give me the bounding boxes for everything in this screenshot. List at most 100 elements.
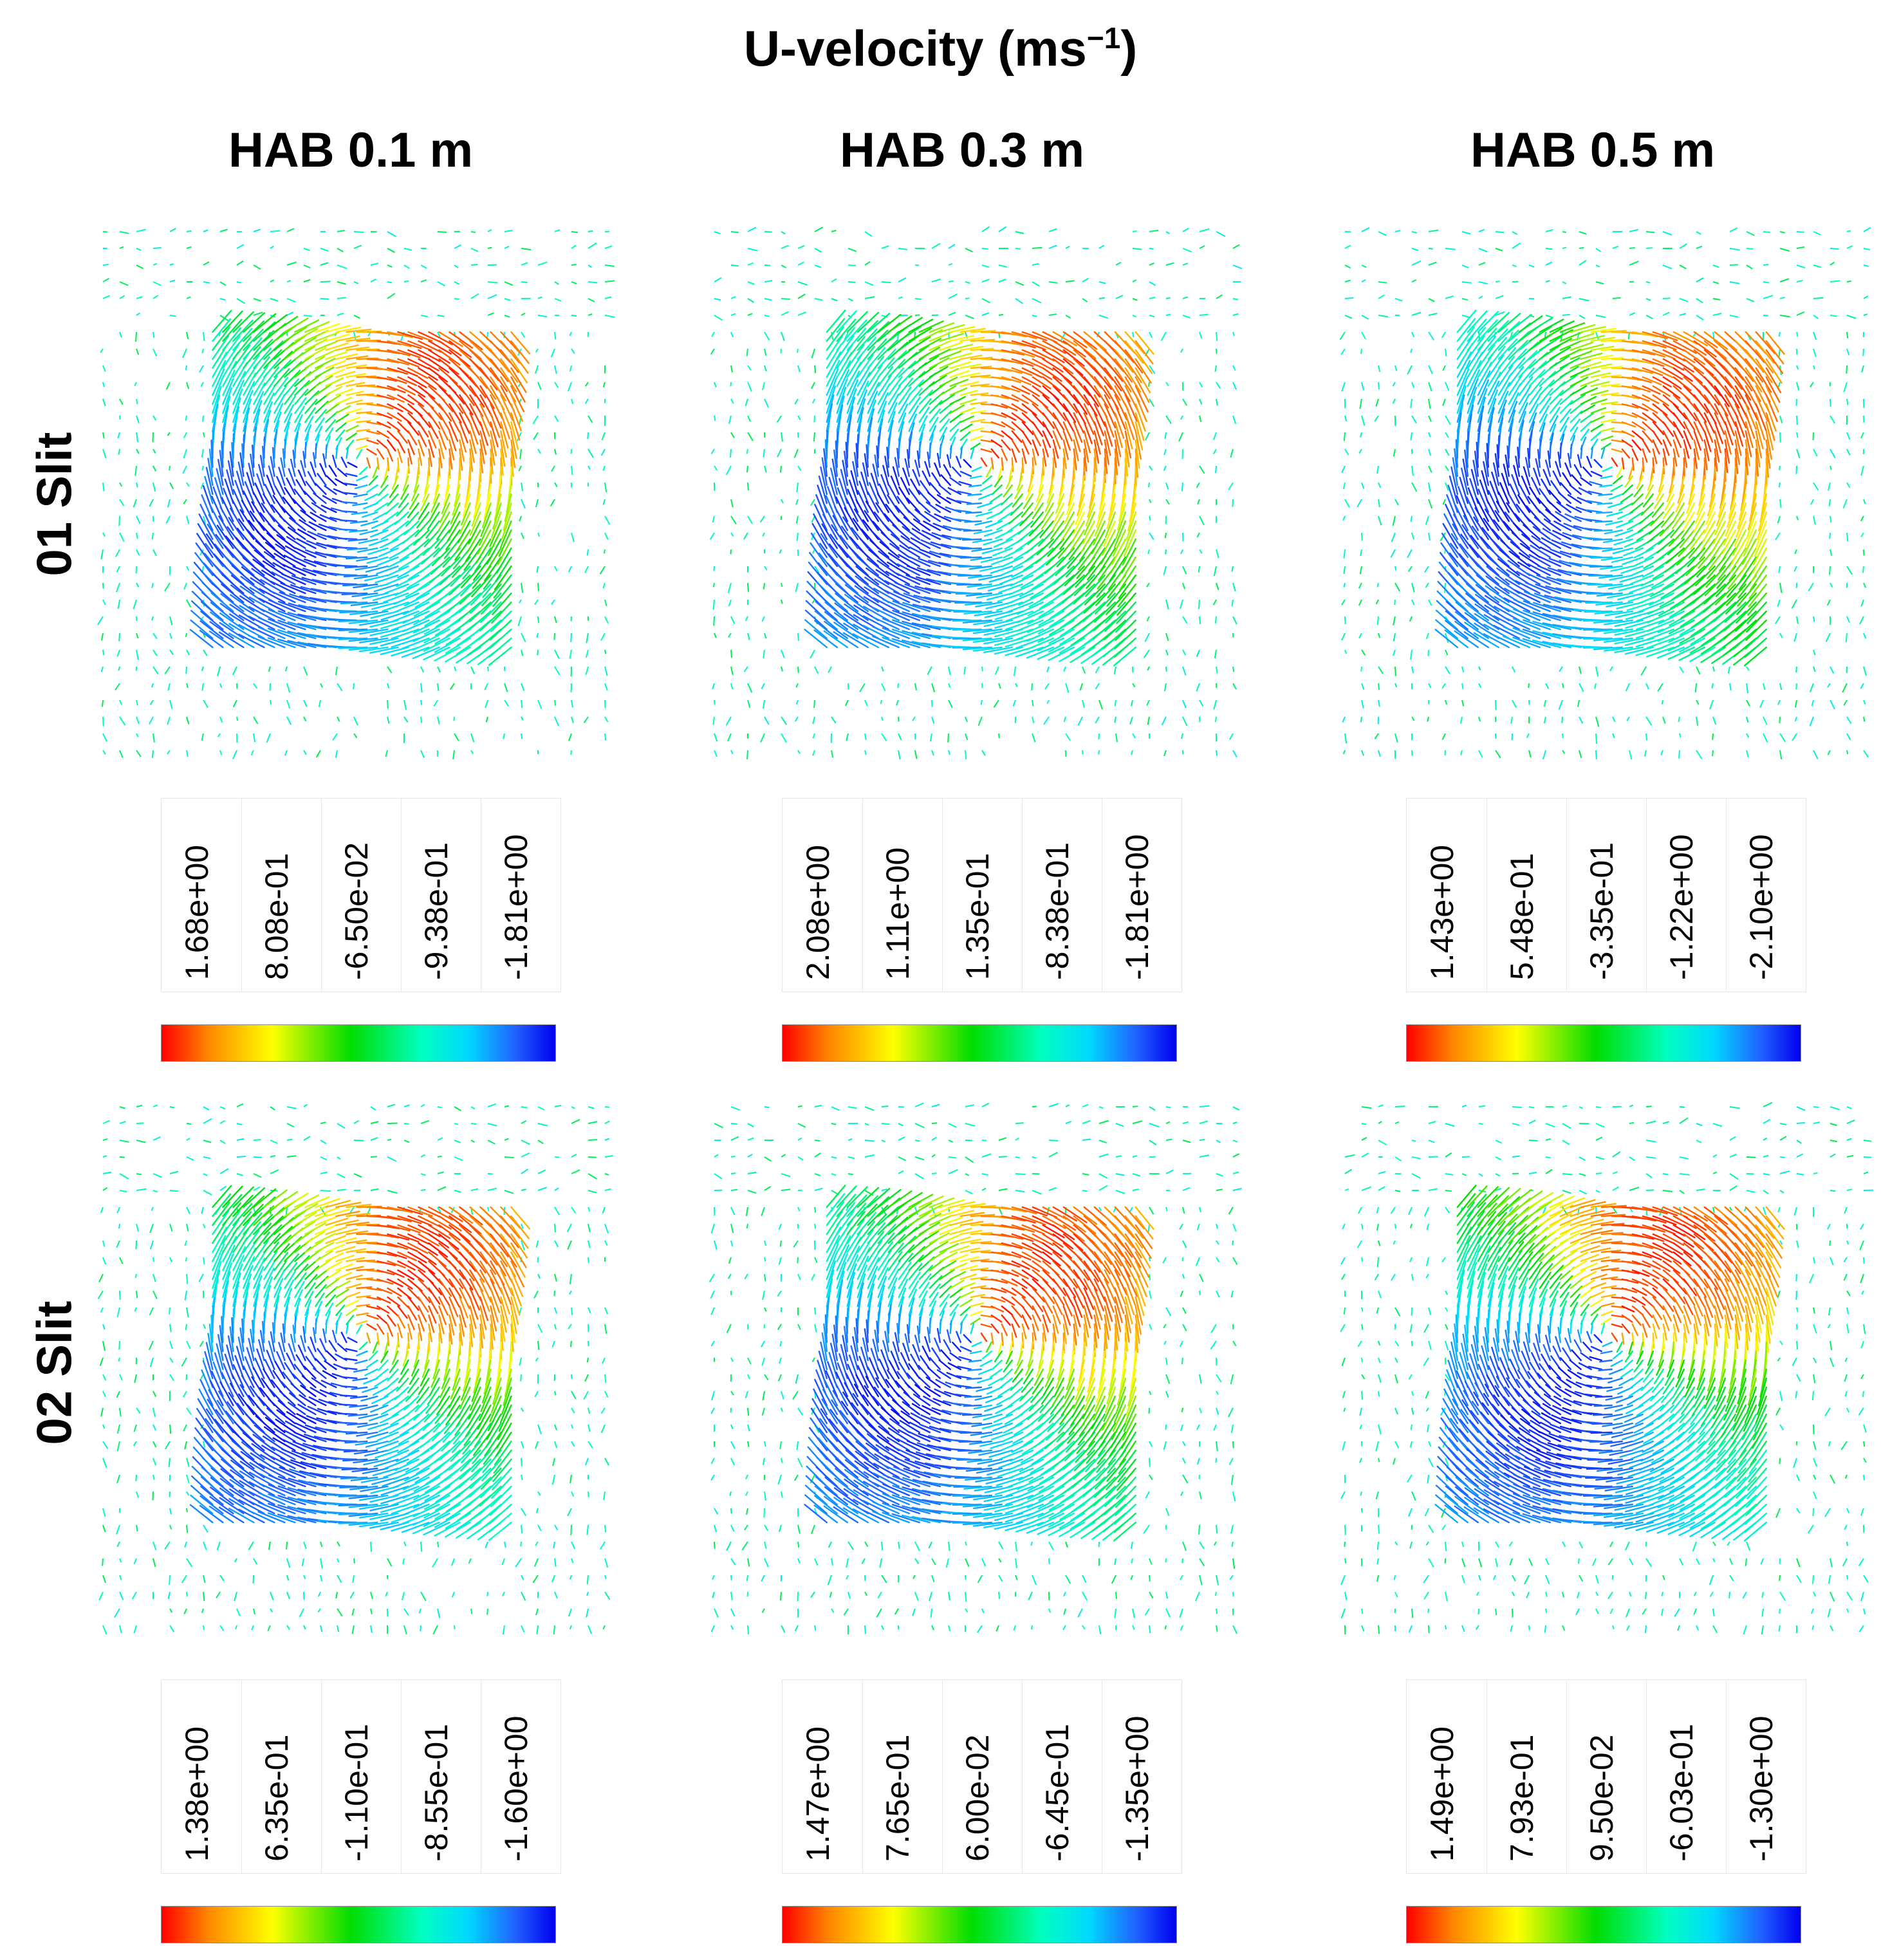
- velocity-vector: [153, 1173, 162, 1178]
- velocity-vector: [959, 363, 982, 369]
- velocity-vector: [935, 503, 951, 513]
- velocity-vector: [222, 378, 234, 405]
- velocity-vector: [1712, 520, 1726, 544]
- velocity-vector: [1072, 592, 1095, 613]
- velocity-vector: [963, 459, 972, 468]
- velocity-vector: [710, 348, 715, 355]
- velocity-vector: [356, 448, 362, 459]
- velocity-vector: [1539, 396, 1552, 414]
- velocity-vector: [929, 365, 949, 378]
- velocity-vector: [420, 699, 423, 705]
- velocity-vector: [908, 379, 924, 396]
- velocity-vector: [449, 412, 460, 433]
- velocity-vector: [1344, 315, 1353, 319]
- velocity-vector: [1475, 584, 1500, 604]
- velocity-vector: [1019, 466, 1023, 483]
- velocity-vector: [263, 375, 278, 396]
- velocity-vector: [1094, 592, 1116, 615]
- velocity-vector: [1127, 502, 1136, 532]
- velocity-vector: [852, 633, 879, 649]
- velocity-vector: [871, 530, 889, 550]
- velocity-vector: [186, 750, 189, 757]
- velocity-vector: [867, 355, 885, 378]
- velocity-vector: [315, 375, 333, 387]
- velocity-vector: [356, 411, 373, 414]
- velocity-vector: [270, 279, 274, 282]
- velocity-vector: [1600, 442, 1611, 450]
- velocity-vector: [1180, 549, 1183, 555]
- velocity-vector: [397, 421, 410, 434]
- velocity-vector: [1082, 750, 1084, 755]
- velocity-vector: [232, 328, 253, 351]
- velocity-vector: [1165, 499, 1170, 505]
- velocity-vector: [477, 529, 492, 555]
- velocity-vector: [1042, 349, 1065, 364]
- velocity-vector: [1712, 733, 1714, 740]
- velocity-vector: [387, 666, 393, 674]
- velocity-vector: [1093, 367, 1112, 390]
- velocity-vector: [1728, 493, 1736, 519]
- velocity-vector: [1104, 349, 1124, 373]
- velocity-vector: [304, 364, 324, 378]
- velocity-vector: [1617, 592, 1644, 601]
- velocity-vector: [1755, 394, 1768, 422]
- velocity-vector: [981, 666, 983, 672]
- velocity-vector: [1570, 418, 1580, 432]
- velocity-vector: [1590, 415, 1605, 423]
- velocity-vector: [846, 319, 867, 342]
- velocity-vector: [337, 716, 340, 722]
- velocity-vector: [1104, 619, 1126, 640]
- velocity-vector: [1566, 503, 1582, 513]
- velocity-vector: [1508, 436, 1510, 459]
- velocity-vector: [1495, 295, 1504, 299]
- velocity-vector: [418, 349, 441, 362]
- velocity-vector: [1443, 513, 1459, 541]
- velocity-vector: [397, 565, 420, 578]
- velocity-vector: [1631, 457, 1635, 471]
- velocity-vector: [1734, 421, 1744, 447]
- velocity-vector: [882, 636, 910, 649]
- velocity-vector: [1621, 394, 1640, 400]
- velocity-vector: [364, 574, 389, 582]
- velocity-vector: [1602, 466, 1613, 472]
- velocity-vector: [1065, 556, 1085, 578]
- velocity-vector: [1613, 538, 1633, 546]
- velocity-vector: [537, 261, 548, 266]
- velocity-vector: [846, 564, 869, 586]
- velocity-vector: [315, 384, 332, 396]
- velocity-vector: [183, 1424, 187, 1432]
- velocity-vector: [1642, 403, 1658, 414]
- velocity-vector: [201, 465, 204, 471]
- velocity-vector: [521, 248, 532, 251]
- velocity-vector: [826, 335, 844, 360]
- velocity-vector: [1512, 627, 1541, 640]
- velocity-vector: [918, 364, 938, 378]
- velocity-vector: [1665, 547, 1685, 564]
- velocity-vector: [335, 353, 358, 360]
- velocity-vector: [1777, 699, 1781, 705]
- velocity-vector: [1359, 398, 1362, 409]
- velocity-vector: [1861, 365, 1864, 373]
- velocity-vector: [277, 600, 306, 613]
- velocity-vector: [1016, 529, 1033, 544]
- velocity-vector: [984, 529, 1003, 537]
- velocity-vector: [1580, 477, 1592, 486]
- velocity-vector: [1392, 398, 1396, 404]
- velocity-vector: [465, 538, 481, 562]
- velocity-vector: [1813, 348, 1817, 358]
- velocity-vector: [338, 646, 368, 649]
- velocity-vector: [423, 637, 450, 652]
- velocity-vector: [1411, 248, 1419, 252]
- velocity-vector: [1477, 311, 1499, 333]
- velocity-vector: [1082, 277, 1089, 282]
- velocity-vector: [356, 445, 368, 450]
- velocity-vector: [169, 649, 174, 656]
- velocity-vector: [238, 518, 255, 541]
- velocity-vector: [485, 484, 492, 511]
- velocity-vector: [219, 1140, 226, 1144]
- velocity-vector: [303, 315, 313, 317]
- velocity-vector: [1693, 358, 1714, 376]
- velocity-vector: [1661, 699, 1663, 705]
- velocity-vector: [1600, 374, 1622, 378]
- velocity-vector: [1642, 385, 1661, 395]
